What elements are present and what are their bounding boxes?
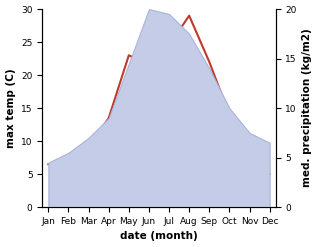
- Y-axis label: med. precipitation (kg/m2): med. precipitation (kg/m2): [302, 29, 313, 187]
- Y-axis label: max temp (C): max temp (C): [5, 68, 16, 148]
- X-axis label: date (month): date (month): [120, 231, 198, 242]
